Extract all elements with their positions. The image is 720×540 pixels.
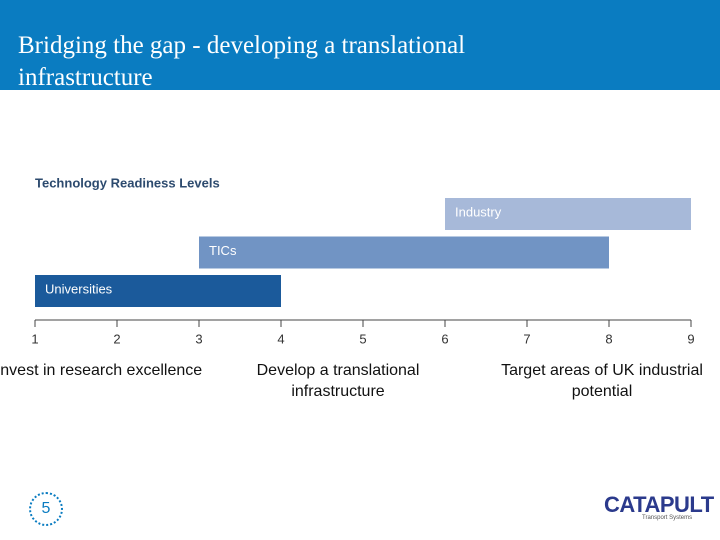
x-tick-label: 1 (31, 331, 38, 346)
x-tick-label: 2 (113, 331, 120, 346)
logo: CATAPULT (604, 492, 714, 517)
x-tick-label: 9 (687, 331, 694, 346)
range-bar (445, 198, 691, 230)
caption: Develop a translational infrastructure (256, 362, 420, 400)
bar-label: Industry (455, 204, 502, 219)
bar-label: Universities (45, 281, 113, 296)
chart-title: Technology Readiness Levels (35, 175, 220, 190)
slide-title: Bridging the gap - developing a translat… (18, 32, 466, 91)
caption: Invest in research excellence (0, 362, 203, 379)
header-band (0, 0, 720, 90)
caption: Target areas of UK industrial potential (501, 362, 703, 400)
x-tick-label: 7 (523, 331, 530, 346)
range-bar (199, 236, 609, 269)
x-tick-label: 8 (605, 331, 612, 346)
x-tick-label: 5 (359, 331, 366, 346)
bar-label: TICs (209, 243, 237, 258)
page-number: 5 (29, 492, 63, 526)
logo-subtitle: Transport Systems (642, 515, 693, 521)
x-tick-label: 6 (441, 331, 448, 346)
x-tick-label: 4 (277, 331, 284, 346)
x-tick-label: 3 (195, 331, 202, 346)
range-bar (35, 275, 281, 307)
